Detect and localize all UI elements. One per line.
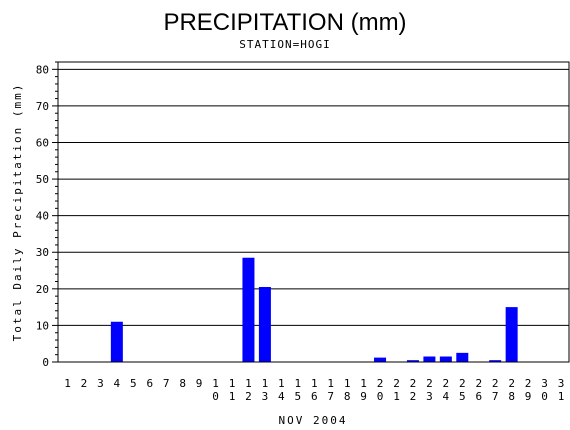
gridlines	[58, 68, 569, 326]
x-tick-label-16: 6	[311, 390, 318, 403]
x-tick-label-17: 7	[327, 390, 334, 403]
x-tick-label-29: 9	[525, 390, 532, 403]
x-tick-label-30: 0	[541, 390, 548, 403]
y-tick-label: 10	[36, 319, 49, 332]
bar-day-25	[456, 352, 469, 362]
x-tick-label-2: 2	[81, 377, 88, 390]
x-tick-label-24: 2	[443, 377, 450, 390]
y-axis-ticks: 0 10 20 30 40 50 60 70 80	[36, 61, 58, 369]
x-tick-label-31: 1	[558, 390, 565, 403]
y-tick-label: 30	[36, 246, 49, 259]
x-tick-label-1: 1	[64, 377, 71, 390]
y-tick-label: 50	[36, 173, 49, 186]
bar-day-27	[489, 360, 502, 362]
x-tick-label-5: 5	[130, 377, 137, 390]
x-tick-label-21: 2	[393, 377, 400, 390]
bar-day-12	[242, 257, 255, 362]
x-tick-label-27: 7	[492, 390, 499, 403]
x-tick-label-12: 1	[245, 377, 252, 390]
x-tick-label-7: 7	[163, 377, 170, 390]
x-tick-label-22: 2	[410, 390, 417, 403]
x-tick-label-12: 2	[245, 390, 252, 403]
bar-day-28	[505, 307, 518, 362]
y-tick-label: 20	[36, 283, 49, 296]
x-tick-label-4: 4	[114, 377, 121, 390]
chart-subtitle: STATION=HOGI	[239, 38, 330, 51]
bar-day-22	[406, 360, 419, 362]
x-tick-label-22: 2	[410, 377, 417, 390]
x-tick-label-20: 0	[377, 390, 384, 403]
x-tick-label-19: 9	[360, 390, 367, 403]
x-tick-label-25: 2	[459, 377, 466, 390]
x-tick-label-15: 5	[294, 390, 301, 403]
x-axis-label: NOV 2004	[279, 414, 348, 427]
x-tick-label-28: 8	[508, 390, 515, 403]
x-tick-label-14: 4	[278, 390, 285, 403]
y-tick-label: 0	[42, 356, 49, 369]
x-tick-label-15: 1	[294, 377, 301, 390]
bar-series	[110, 257, 518, 362]
x-tick-label-3: 3	[97, 377, 104, 390]
bar-day-4	[110, 321, 123, 362]
plot-area-frame	[57, 61, 570, 363]
chart-title: PRECIPITATION (mm)	[163, 9, 406, 36]
x-tick-label-20: 2	[377, 377, 384, 390]
x-tick-label-11: 1	[229, 390, 236, 403]
x-tick-label-11: 1	[229, 377, 236, 390]
x-tick-label-18: 1	[344, 377, 351, 390]
x-tick-label-18: 8	[344, 390, 351, 403]
y-tick-label: 40	[36, 210, 49, 223]
y-axis-label: Total Daily Precipitation (mm)	[11, 83, 24, 342]
x-axis-ticks: 1 2 3 4 5 6 7 8 9 1011121314151617181920212223242…	[64, 377, 564, 403]
x-tick-label-10: 1	[212, 377, 219, 390]
y-tick-label: 60	[36, 136, 49, 149]
x-tick-label-27: 2	[492, 377, 499, 390]
x-tick-label-26: 2	[475, 377, 482, 390]
y-tick-label: 70	[36, 100, 49, 113]
x-tick-label-8: 8	[179, 377, 186, 390]
x-tick-label-21: 1	[393, 390, 400, 403]
x-tick-label-16: 1	[311, 377, 318, 390]
x-tick-label-6: 6	[146, 377, 153, 390]
x-tick-label-9: 9	[196, 377, 203, 390]
y-tick-label: 80	[36, 63, 49, 76]
x-tick-label-29: 2	[525, 377, 532, 390]
x-tick-label-23: 2	[426, 377, 433, 390]
x-tick-label-13: 3	[262, 390, 269, 403]
x-tick-label-28: 2	[508, 377, 515, 390]
bar-day-24	[439, 356, 452, 362]
x-tick-label-26: 6	[475, 390, 482, 403]
x-tick-label-19: 1	[360, 377, 367, 390]
x-tick-label-10: 0	[212, 390, 219, 403]
x-tick-label-14: 1	[278, 377, 285, 390]
bar-day-13	[258, 287, 271, 362]
bar-day-20	[374, 357, 387, 362]
x-tick-label-13: 1	[262, 377, 269, 390]
x-tick-label-17: 1	[327, 377, 334, 390]
x-tick-label-23: 3	[426, 390, 433, 403]
x-tick-label-30: 3	[541, 377, 548, 390]
x-tick-label-25: 5	[459, 390, 466, 403]
x-tick-label-24: 4	[443, 390, 450, 403]
x-tick-label-31: 3	[558, 377, 565, 390]
bar-day-23	[423, 356, 436, 362]
